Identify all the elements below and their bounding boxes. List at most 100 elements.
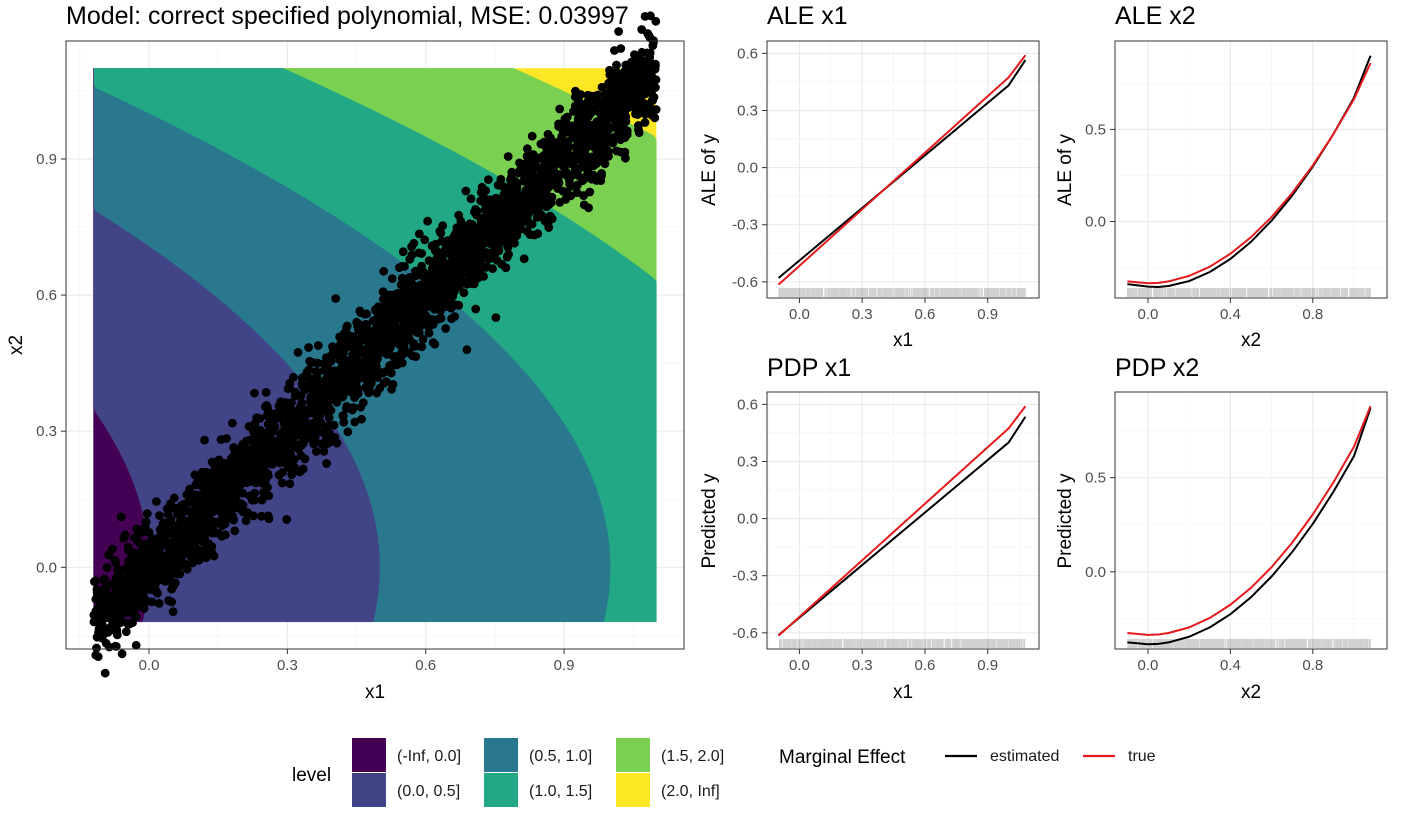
ale-x1-lines (777, 54, 1027, 286)
main-y-axis-title: x2 (6, 335, 27, 355)
pdp-x1-rug-marks (778, 639, 1026, 648)
ale-x2-y-axis: 0.0 0.5 (1085, 121, 1115, 231)
ale-x2-panel: ALE x2 0.0 0.4 0.8 0.0 0.5 x2 ALE of y (1055, 2, 1388, 351)
pdp-x1-panel-border (766, 391, 1040, 650)
pdp-x2-x-axis: 0.0 0.4 0.8 (1138, 649, 1323, 674)
pdp-x1-title: PDP x1 (767, 354, 851, 382)
ale-x1-y-axis-title: ALE of y (699, 134, 720, 206)
ale-x2-y-axis-title: ALE of y (1055, 134, 1076, 206)
ale-x1-x-axis: 0.0 0.3 0.6 0.9 (789, 298, 998, 323)
main-scatter (89, 11, 661, 678)
main-x-axis-title: x1 (365, 682, 385, 703)
ale-x1-panel-border (766, 40, 1040, 299)
pdp-x2-line-estimated (1127, 407, 1372, 646)
main-y-tick-label: 0.6 (36, 287, 57, 304)
legend-marginal-label-estimated: estimated (990, 748, 1059, 765)
ale-x1-line-true (777, 54, 1027, 286)
pdp-x2-y-axis-title: Predicted y (1055, 473, 1076, 569)
ale-x2-line-true (1127, 62, 1372, 285)
pdp-x1-line-true (777, 405, 1027, 637)
legend-marginal-label-true: true (1128, 748, 1156, 765)
pdp_x1-y-tick-label: 0.0 (737, 511, 758, 528)
pdp-x1-y-axis-title: Predicted y (699, 473, 720, 569)
ale-x2-x-axis-title: x2 (1241, 330, 1261, 351)
pdp_x2-y-tick-label: 0.0 (1085, 564, 1106, 581)
pdp-x1-x-axis: 0.0 0.3 0.6 0.9 (789, 649, 998, 674)
pdp_x1-y-tick-label: -0.3 (732, 568, 758, 585)
ale_x1-y-tick-label: 0.3 (737, 102, 758, 119)
legend-level-label-2: (0.5, 1.0] (529, 748, 592, 765)
pdp-x2-x-axis-title: x2 (1241, 682, 1261, 703)
pdp-x2-y-axis: 0.0 0.5 (1085, 470, 1115, 581)
pdp_x1-y-tick-label: 0.3 (737, 453, 758, 470)
main-panel-border (65, 40, 685, 650)
ale_x1-x-tick-label: 0.6 (915, 306, 936, 323)
ale_x1-y-tick-label: -0.3 (732, 217, 758, 234)
ale-x2-lines (1127, 55, 1372, 288)
ale-x2-panel-border (1114, 40, 1388, 299)
pdp-x2-panel: PDP x2 0.0 0.4 0.8 0.0 0.5 x2 Predicted y (1055, 354, 1388, 703)
pdp_x2-x-tick-label: 0.4 (1220, 657, 1241, 674)
pdp-x2-lines (1127, 405, 1372, 646)
ale_x2-x-tick-label: 0.0 (1138, 306, 1159, 323)
main-x-axis: 0.0 0.3 0.6 0.9 (139, 649, 575, 674)
main-panel: Model: correct specified polynomial, MSE… (6, 2, 685, 703)
ale-x2-rug-marks (1126, 288, 1371, 297)
ale-x1-grid (767, 41, 1039, 298)
pdp_x2-x-tick-label: 0.8 (1302, 657, 1323, 674)
pdp_x1-x-tick-label: 0.3 (852, 657, 873, 674)
ale-x2-title: ALE x2 (1115, 2, 1196, 30)
pdp_x1-x-tick-label: 0.6 (915, 657, 936, 674)
ale-x1-rug (778, 288, 1026, 297)
pdp_x1-y-tick-label: -0.6 (732, 625, 758, 642)
main-x-tick-label: 0.9 (554, 657, 575, 674)
legend-level-key-3 (484, 773, 518, 807)
ale-x1-x-axis-title: x1 (893, 330, 913, 351)
pdp_x1-x-tick-label: 0.0 (789, 657, 810, 674)
pdp-x1-lines (777, 405, 1027, 637)
main-y-tick-label: 0.0 (36, 559, 57, 576)
ale_x1-x-tick-label: 0.3 (852, 306, 873, 323)
pdp_x2-x-tick-label: 0.0 (1138, 657, 1159, 674)
legend-level-title: level (292, 765, 331, 786)
main-title: Model: correct specified polynomial, MSE… (66, 2, 629, 30)
ale_x1-y-tick-label: 0.6 (737, 45, 758, 62)
legend: level (-Inf, 0.0] (0.0, 0.5] (0.5, 1.0] … (292, 738, 1156, 807)
scatter-points (89, 11, 661, 678)
ale-x1-title: ALE x1 (767, 2, 848, 30)
main-x-tick-label: 0.6 (415, 657, 436, 674)
legend-level-key-4 (616, 738, 650, 772)
legend-level-key-1 (352, 773, 386, 807)
legend-level-label-5: (2.0, Inf] (661, 783, 720, 800)
pdp-x1-panel: PDP x1 0.0 0.3 0.6 0.9 -0.6 -0.3 0.0 0.3 0.6 x1… (699, 354, 1040, 703)
ale-x2-rug (1126, 288, 1371, 297)
main-x-tick-label: 0.3 (277, 657, 298, 674)
ale_x1-x-tick-label: 0.9 (977, 306, 998, 323)
pdp-x2-title: PDP x2 (1115, 354, 1199, 382)
main-y-tick-label: 0.9 (36, 151, 57, 168)
ale_x2-y-tick-label: 0.5 (1085, 121, 1106, 138)
ale-x2-x-axis: 0.0 0.4 0.8 (1138, 298, 1323, 323)
pdp-x1-rug (778, 639, 1026, 648)
ale_x2-x-tick-label: 0.8 (1302, 306, 1323, 323)
pdp-x2-panel-border (1114, 391, 1388, 650)
pdp_x1-y-tick-label: 0.6 (737, 396, 758, 413)
main-x-tick-label: 0.0 (139, 657, 160, 674)
ale-x1-rug-marks (778, 288, 1026, 297)
pdp-x1-x-axis-title: x1 (893, 682, 913, 703)
legend-level-label-1: (0.0, 0.5] (397, 783, 460, 800)
ale_x1-x-tick-label: 0.0 (789, 306, 810, 323)
main-y-tick-label: 0.3 (36, 423, 57, 440)
legend-level-key-2 (484, 738, 518, 772)
legend-level-key-0 (352, 738, 386, 772)
main-y-axis: 0.0 0.3 0.6 0.9 (36, 151, 66, 576)
pdp_x2-y-tick-label: 0.5 (1085, 470, 1106, 487)
pdp_x1-x-tick-label: 0.9 (977, 657, 998, 674)
ale_x2-x-tick-label: 0.4 (1220, 306, 1241, 323)
ale_x2-y-tick-label: 0.0 (1085, 214, 1106, 231)
ale-x1-y-axis: -0.6 -0.3 0.0 0.3 0.6 (732, 45, 767, 291)
pdp-x1-grid (767, 392, 1039, 649)
legend-level-label-3: (1.0, 1.5] (529, 783, 592, 800)
ale_x1-y-tick-label: 0.0 (737, 160, 758, 177)
